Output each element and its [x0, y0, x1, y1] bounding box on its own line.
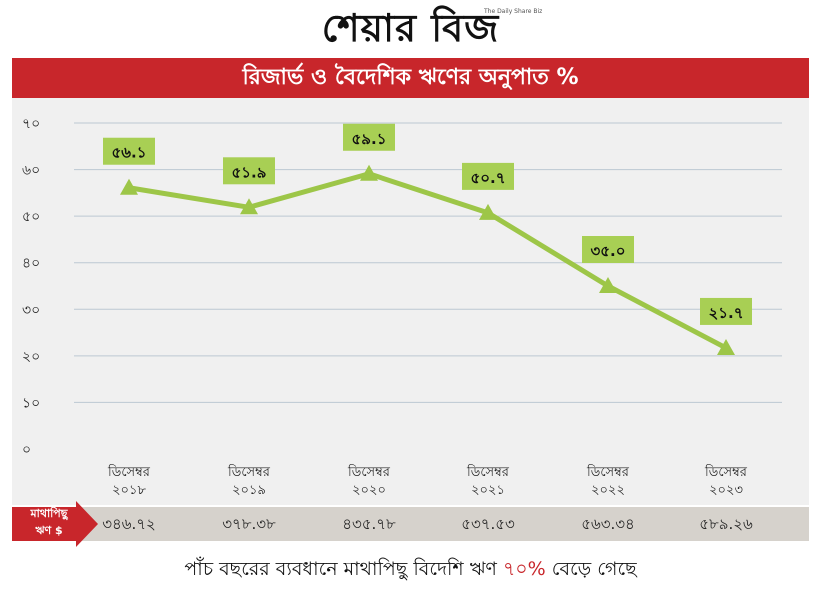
- x-tick-label: ২০২১: [471, 483, 505, 498]
- brand-header: শেয়ার বিজ The Daily Share Biz: [0, 4, 821, 52]
- data-point: [360, 164, 378, 181]
- x-tick-label: ডিসেম্বর: [227, 464, 271, 480]
- data-label: ৫৬.১: [112, 144, 147, 162]
- footer-highlight: ৭০%: [502, 558, 546, 580]
- data-point: [479, 203, 497, 220]
- per-capita-value: ৩৭৮.৩৮: [222, 515, 276, 533]
- x-tick-label: ২০২০: [352, 483, 386, 498]
- per-capita-label: মাথাপিছু ঋণ $: [18, 505, 80, 539]
- brand-logo: শেয়ার বিজ: [321, 5, 500, 50]
- data-point: [240, 198, 258, 215]
- data-point: [120, 178, 138, 195]
- per-capita-value: ৫৮৯.২৬: [699, 515, 753, 533]
- data-label-box: [582, 236, 634, 263]
- per-capita-value: ৪৩৫.৭৮: [342, 515, 396, 533]
- footer-suffix: বেড়ে গেছে: [545, 558, 637, 580]
- data-label: ৫১.৯: [232, 163, 267, 181]
- x-tick-label: ২০২৩: [709, 483, 743, 498]
- x-tick-label: ডিসেম্বর: [704, 464, 748, 480]
- footer-note: পাঁচ বছরের ব্যবধানে মাথাপিছু বিদেশি ঋণ ৭…: [12, 549, 809, 589]
- data-point: [599, 277, 617, 293]
- series-line: [128, 171, 728, 351]
- per-capita-label-line1: মাথাপিছু: [30, 507, 68, 520]
- data-point: [717, 338, 735, 355]
- data-label-box: [223, 157, 275, 185]
- y-tick-label: ১০: [22, 395, 40, 411]
- x-tick-label: ডিসেম্বর: [347, 464, 391, 480]
- data-label: ২১.৭: [709, 304, 744, 322]
- chart-title: রিজার্ভ ও বৈদেশিক ঋণের অনুপাত %: [12, 58, 809, 98]
- per-capita-label-line2: ঋণ $: [35, 524, 63, 537]
- y-tick-label: ৩০: [22, 302, 40, 318]
- x-tick-label: ডিসেম্বর: [466, 464, 510, 480]
- per-capita-arrow-shape: [12, 501, 98, 547]
- brand-subtitle: The Daily Share Biz: [484, 8, 543, 15]
- per-capita-value: ৩৪৬.৭২: [102, 515, 156, 533]
- x-tick-label: ডিসেম্বর: [586, 464, 630, 480]
- chart-panel: ০ ১০ ২০ ৩০ ৪০ ৫০ ৬০ ৭০ ৫৬.১ ৫১.৯ ৫৯.১ ৫০.৭ ৩৫.০ ২১.৭ ড…: [12, 98, 809, 505]
- per-capita-value: ৫৬৩.৩৪: [581, 515, 635, 533]
- y-tick-label: ২০: [22, 349, 40, 365]
- data-label-box: [103, 137, 155, 165]
- y-tick-label: ৫০: [22, 209, 40, 225]
- x-tick-label: ২০২২: [591, 483, 625, 498]
- y-tick-label: ০: [22, 442, 31, 458]
- data-label-box: [462, 162, 514, 190]
- line-chart: ০ ১০ ২০ ৩০ ৪০ ৫০ ৬০ ৭০ ৫৬.১ ৫১.৯ ৫৯.১ ৫০.৭ ৩৫.০ ২১.৭ ড…: [22, 116, 782, 498]
- data-label: ৫০.৭: [471, 169, 506, 187]
- data-label-box: [700, 297, 752, 325]
- data-label-box: [343, 123, 395, 151]
- y-tick-label: ৬০: [22, 163, 40, 179]
- per-capita-value: ৫৩৭.৫৩: [461, 515, 515, 533]
- y-tick-label: ৪০: [22, 256, 40, 272]
- data-label: ৩৫.০: [591, 242, 626, 260]
- footer-prefix: পাঁচ বছরের ব্যবধানে মাথাপিছু বিদেশি ঋণ: [184, 558, 503, 580]
- data-label: ৫৯.১: [352, 130, 387, 148]
- x-tick-label: ২০১৯: [232, 483, 266, 498]
- x-tick-label: ২০১৮: [112, 483, 146, 498]
- per-capita-row: মাথাপিছু ঋণ $ ৩৪৬.৭২ ৩৭৮.৩৮ ৪৩৫.৭৮ ৫৩৭.৫৩ ৫৬…: [12, 501, 809, 547]
- x-tick-label: ডিসেম্বর: [107, 464, 151, 480]
- y-tick-label: ৭০: [22, 116, 40, 132]
